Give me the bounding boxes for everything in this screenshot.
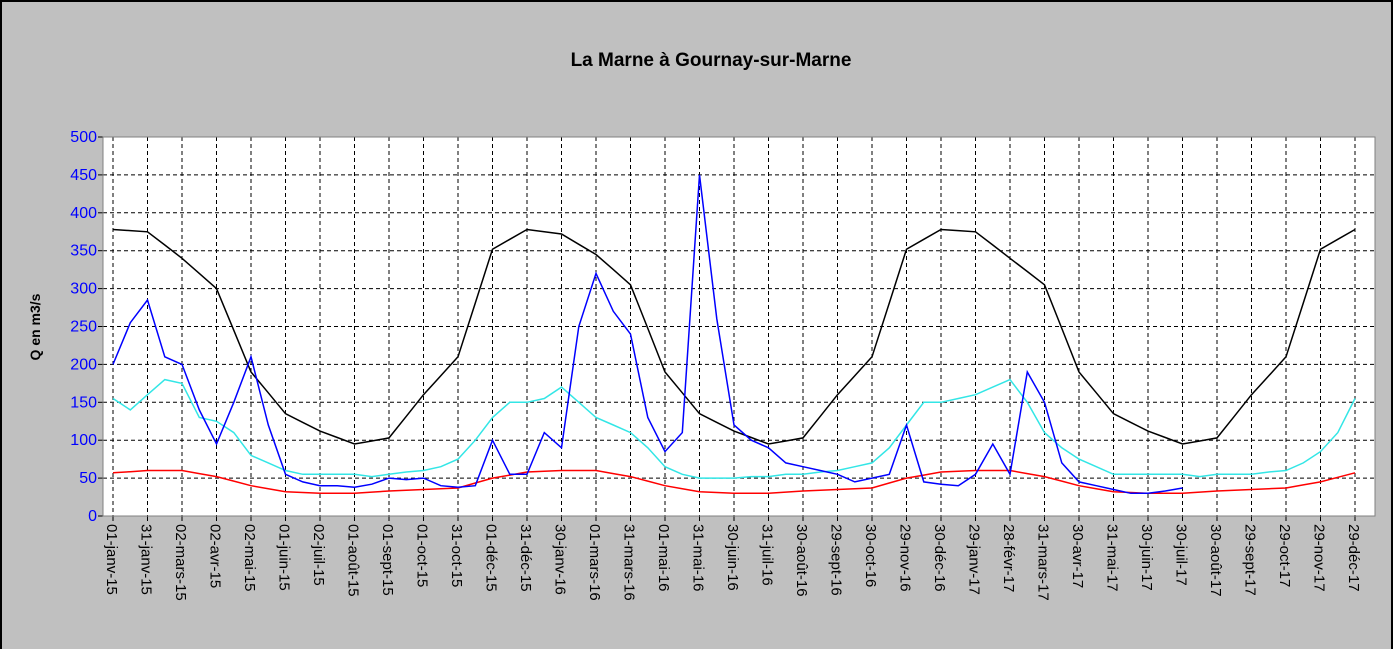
x-tick-label: 31-oct-15 <box>448 524 465 587</box>
x-tick-label: 01-août-15 <box>345 524 362 597</box>
y-tick-label: 250 <box>70 319 97 336</box>
x-tick-label: 30-juin-17 <box>1138 524 1155 591</box>
x-tick-label: 29-oct-17 <box>1276 524 1293 587</box>
y-tick-label: 200 <box>70 356 97 373</box>
x-tick-label: 29-sept-16 <box>828 524 845 596</box>
x-tick-label: 02-mai-15 <box>241 524 258 592</box>
y-tick-label: 400 <box>70 205 97 222</box>
x-tick-label: 01-déc-15 <box>483 524 500 592</box>
y-tick-label: 300 <box>70 281 97 298</box>
x-tick-label: 30-août-16 <box>793 524 810 597</box>
series-line <box>112 174 1183 495</box>
x-tick-label: 31-mars-17 <box>1035 524 1052 601</box>
x-tick-label: 31-mai-16 <box>690 524 707 592</box>
y-tick-label: 450 <box>70 167 97 184</box>
y-tick-label: 0 <box>88 508 97 525</box>
x-tick-label: 30-avr-17 <box>1069 524 1086 588</box>
x-tick-label: 29-déc-17 <box>1345 524 1362 592</box>
x-tick-label: 29-nov-16 <box>897 524 914 592</box>
x-tick-label: 01-mars-16 <box>586 524 603 601</box>
plot-border <box>102 136 1376 517</box>
x-tick-label: 01-mai-16 <box>655 524 672 592</box>
x-tick-label: 01-janv-15 <box>103 524 120 595</box>
x-tick-label: 02-juil-15 <box>310 524 327 586</box>
chart-title: La Marne à Gournay-sur-Marne <box>571 50 852 71</box>
x-tick-label: 31-déc-15 <box>517 524 534 592</box>
x-tick-label: 31-janv-15 <box>138 524 155 595</box>
y-axis-label: Q en m3/s <box>27 293 43 360</box>
x-tick-label: 01-juin-15 <box>276 524 293 591</box>
y-tick-label: 150 <box>70 394 97 411</box>
x-tick-label: 28-févr-17 <box>1000 524 1017 592</box>
x-tick-label: 30-oct-16 <box>862 524 879 587</box>
x-tick-label: 30-déc-16 <box>931 524 948 592</box>
x-tick-label: 29-nov-17 <box>1311 524 1328 592</box>
y-tick-label: 100 <box>70 432 97 449</box>
x-tick-label: 02-mars-15 <box>172 524 189 601</box>
x-tick-label: 02-avr-15 <box>207 524 224 588</box>
y-tick-label: 50 <box>79 470 97 487</box>
x-tick-label: 30-juin-16 <box>724 524 741 591</box>
x-tick-label: 30-août-17 <box>1207 524 1224 597</box>
x-tick-label: 30-juil-17 <box>1173 524 1190 586</box>
x-tick-label: 29-sept-17 <box>1242 524 1259 596</box>
x-tick-label: 29-janv-17 <box>966 524 983 595</box>
series-line <box>112 228 1356 445</box>
x-tick-label: 31-mai-17 <box>1104 524 1121 592</box>
x-tick-label: 30-janv-16 <box>552 524 569 595</box>
x-tick-label: 01-oct-15 <box>414 524 431 587</box>
x-tick-label: 01-sept-15 <box>379 524 396 596</box>
series-line <box>112 378 1356 479</box>
y-tick-label: 350 <box>70 243 97 260</box>
x-tick-label: 31-juil-16 <box>759 524 776 586</box>
x-tick-label: 31-mars-16 <box>621 524 638 601</box>
y-tick-label: 500 <box>70 129 97 146</box>
